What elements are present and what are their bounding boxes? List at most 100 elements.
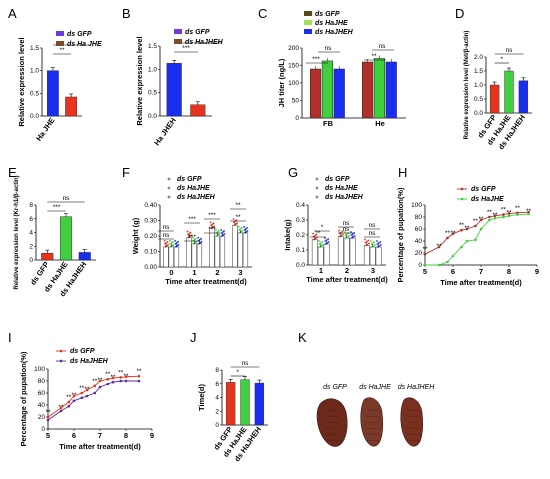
larva-segment — [324, 427, 340, 430]
x-tick-label: 9 — [535, 267, 539, 276]
legend-swatch — [315, 186, 319, 190]
y-tick-label: 1.0 — [474, 82, 483, 89]
bar — [209, 228, 215, 268]
legend-swatch — [460, 197, 464, 201]
significance-label: ** — [92, 378, 98, 385]
y-tick-label: 0.40 — [144, 202, 157, 209]
data-point — [319, 246, 321, 248]
y-axis-label: Relative expression level (Met/β-actin) — [464, 31, 470, 140]
bar — [78, 252, 91, 261]
data-point — [236, 222, 238, 225]
data-point — [327, 238, 330, 240]
legend-swatch — [167, 186, 171, 190]
data-point — [350, 234, 353, 236]
x-tick-label: 2 — [345, 266, 349, 275]
data-point — [324, 237, 326, 239]
larva-segment — [365, 433, 381, 436]
significance-label: ** — [59, 47, 65, 54]
data-point — [80, 396, 84, 400]
data-point — [98, 385, 102, 389]
data-point — [197, 236, 200, 239]
significance-label: ** — [436, 243, 442, 250]
data-point — [346, 233, 348, 235]
data-point — [479, 218, 483, 222]
legend-label: ds GFP — [67, 31, 92, 38]
image-caption: ds HaJHE — [359, 384, 391, 391]
data-point — [437, 263, 441, 267]
larva-segment — [324, 409, 340, 412]
bar — [363, 245, 370, 266]
data-point — [320, 242, 322, 244]
y-tick-label: 50 — [292, 98, 300, 105]
data-point — [137, 379, 141, 383]
data-point — [72, 394, 76, 398]
data-point — [474, 238, 477, 242]
data-point — [507, 214, 511, 218]
y-tick-label: 8 — [29, 202, 33, 209]
y-tick-label: 1.0 — [148, 66, 157, 73]
data-point — [235, 219, 238, 222]
data-point — [93, 384, 97, 388]
larva-segment — [365, 439, 381, 442]
data-point — [124, 375, 128, 379]
data-point — [164, 242, 166, 245]
larva-segment — [406, 421, 422, 424]
data-point — [460, 228, 463, 232]
significance-label: *** — [188, 234, 196, 241]
data-point — [353, 232, 356, 234]
x-axis-label: Time after treatment(d) — [440, 278, 522, 287]
data-point — [212, 222, 215, 225]
data-point — [437, 245, 441, 249]
data-point — [488, 215, 491, 219]
data-point — [238, 229, 241, 231]
legend-label: ds HaJHEH — [70, 358, 109, 365]
data-point — [220, 232, 223, 234]
significance-label: *** — [312, 56, 320, 63]
significance-label: ** — [235, 214, 241, 221]
panel-label: B — [122, 6, 131, 21]
significance-label: ** — [105, 371, 111, 378]
data-point — [364, 238, 367, 241]
data-point — [370, 243, 373, 245]
significance-label: ns — [369, 230, 377, 237]
y-tick-label: 0.5 — [474, 96, 483, 103]
data-point — [189, 231, 192, 234]
y-axis-label: Time(d) — [197, 384, 206, 411]
bar — [196, 243, 203, 268]
significance-label: ** — [58, 404, 64, 411]
data-point — [507, 212, 511, 215]
larva-segment — [406, 409, 422, 412]
y-tick-label: 200 — [288, 45, 299, 52]
data-point — [119, 376, 123, 379]
y-tick-label: 0.0 — [296, 262, 305, 269]
y-axis-label: Percentage of pupation(%) — [19, 351, 28, 447]
panel-I: I 0 20 40 60 80 100 Percentage of pupation(%) Ti… — [8, 330, 154, 451]
y-tick-label: 0.2 — [296, 232, 305, 239]
x-tick-label: 0 — [169, 268, 173, 277]
data-point — [193, 238, 196, 241]
data-point — [423, 263, 427, 267]
legend-swatch — [304, 20, 312, 25]
data-point — [488, 218, 491, 222]
data-point — [221, 231, 224, 233]
legend-swatch — [315, 177, 319, 181]
y-tick-label: 80 — [38, 378, 46, 385]
significance-label: ns — [369, 222, 377, 229]
y-tick-label: 0.1 — [296, 247, 305, 254]
significance-label: ns — [163, 232, 171, 239]
larva-segment — [324, 439, 340, 442]
y-axis-label: Intake(g) — [283, 219, 292, 251]
bar — [225, 382, 236, 426]
y-tick-label: 1.5 — [474, 68, 483, 75]
y-tick-label: 2 — [215, 408, 219, 415]
significance-label: *** — [182, 45, 190, 52]
y-tick-label: 100 — [411, 202, 422, 209]
significance-label: ** — [501, 207, 507, 214]
y-tick-label: 100 — [34, 366, 45, 373]
data-point — [320, 245, 323, 247]
data-point — [217, 234, 219, 236]
bar — [65, 96, 77, 117]
data-point — [222, 234, 225, 236]
data-point — [465, 227, 469, 231]
